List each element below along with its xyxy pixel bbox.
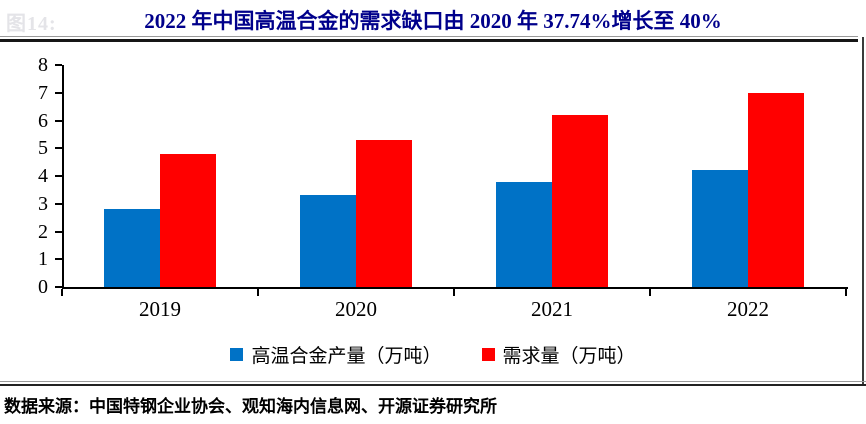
y-axis-tick-label-5: 5 (38, 137, 48, 160)
y-axis-tick-mark-1 (55, 258, 62, 261)
figure-number-label: 图14: (6, 13, 57, 35)
bar-demand-2019 (160, 153, 216, 287)
bar-production-2019 (104, 209, 160, 287)
x-axis-tick-mark-3 (649, 289, 651, 296)
bar-production-2022 (692, 170, 748, 287)
x-axis-category-label-2019: 2019 (139, 297, 181, 321)
y-axis-tick-label-6: 6 (38, 109, 48, 132)
frame-bottom-thick-line (0, 384, 866, 386)
chart-legend: 高温合金产量（万吨） 需求量（万吨） (0, 341, 866, 368)
plot-area (62, 65, 848, 289)
y-axis-tick-label-4: 4 (38, 165, 48, 187)
bar-production-2020 (300, 195, 356, 287)
y-axis-tick-mark-3 (55, 202, 62, 205)
x-axis-tick-mark-0 (61, 289, 63, 296)
legend-item-demand: 需求量（万吨） (481, 341, 636, 368)
data-source-note: 数据来源：中国特钢企业协会、观知海内信息网、开源证券研究所 (4, 397, 497, 416)
legend-swatch-demand-icon (481, 348, 495, 361)
bar-demand-2022 (748, 92, 804, 287)
legend-label-demand: 需求量（万吨） (502, 346, 636, 367)
y-axis-tick-mark-6 (55, 119, 62, 122)
x-axis-tick-mark-2 (453, 289, 455, 296)
y-axis-tick-mark-5 (55, 147, 62, 150)
y-axis-tick-mark-4 (55, 175, 62, 177)
title-divider-thin-line (0, 36, 858, 37)
bar-demand-2020 (356, 139, 412, 287)
y-axis-tick-label-8: 8 (38, 54, 48, 76)
y-axis-tick-label-3: 3 (38, 192, 48, 215)
legend-swatch-production-icon (230, 348, 244, 361)
x-axis-tick-mark-4 (845, 289, 847, 296)
x-axis-category-label-2021: 2021 (531, 297, 573, 321)
y-axis-tick-mark-2 (55, 230, 62, 233)
bar-demand-2021 (552, 114, 608, 287)
y-axis-tick-mark-8 (55, 64, 62, 66)
x-axis-category-label-2022: 2022 (727, 297, 769, 321)
y-axis-tick-label-7: 7 (38, 81, 48, 104)
legend-label-production: 高温合金产量（万吨） (251, 346, 442, 367)
y-axis-tick-label-1: 1 (38, 248, 48, 271)
frame-bottom-thin-line (0, 381, 866, 382)
y-axis-tick-mark-7 (55, 91, 62, 94)
y-axis-tick-label-2: 2 (38, 220, 48, 243)
title-divider-thick-line (0, 39, 858, 42)
frame-right-border (862, 37, 864, 386)
x-axis-tick-mark-1 (257, 289, 259, 296)
legend-item-production: 高温合金产量（万吨） (230, 341, 442, 368)
y-axis-tick-mark-0 (55, 286, 62, 288)
chart-title: 2022 年中国高温合金的需求缺口由 2020 年 37.74%增长至 40% (144, 9, 722, 33)
y-axis-tick-label-0: 0 (38, 276, 48, 298)
bar-production-2021 (496, 181, 552, 287)
x-axis-category-label-2020: 2020 (335, 297, 377, 321)
